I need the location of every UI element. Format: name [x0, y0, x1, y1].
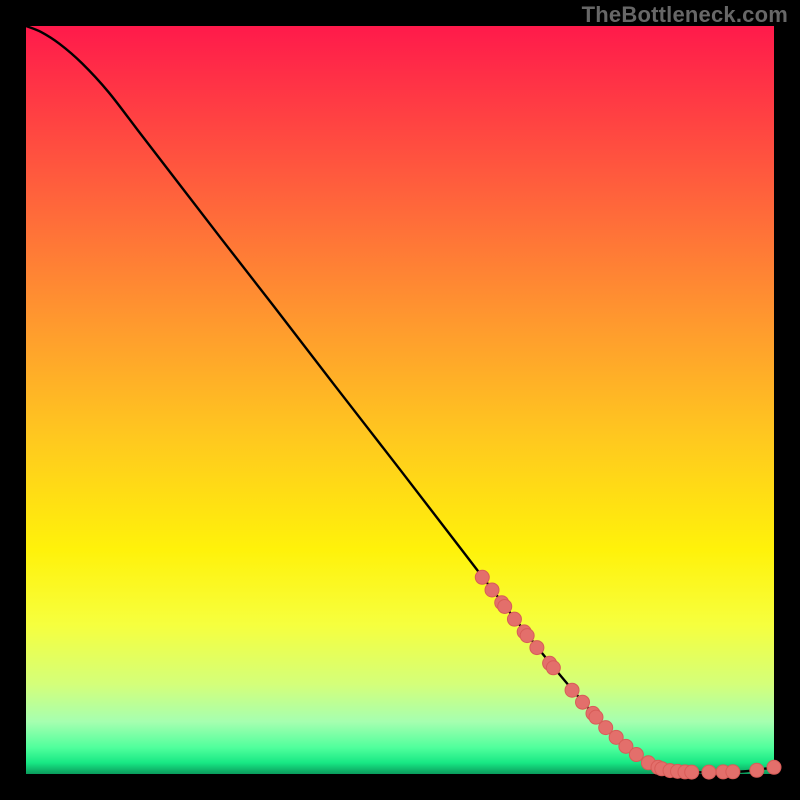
- watermark-label: TheBottleneck.com: [582, 2, 788, 28]
- data-marker: [475, 570, 489, 584]
- data-marker: [726, 765, 740, 779]
- data-marker: [576, 695, 590, 709]
- data-marker: [767, 760, 781, 774]
- chart-svg: [0, 0, 800, 800]
- chart-stage: TheBottleneck.com: [0, 0, 800, 800]
- data-marker: [530, 641, 544, 655]
- data-marker: [498, 599, 512, 613]
- data-marker: [546, 661, 560, 675]
- data-marker: [702, 765, 716, 779]
- data-marker: [685, 765, 699, 779]
- data-marker: [520, 629, 534, 643]
- data-marker: [750, 763, 764, 777]
- plot-background: [26, 26, 774, 774]
- data-marker: [485, 583, 499, 597]
- data-marker: [507, 612, 521, 626]
- data-marker: [565, 683, 579, 697]
- data-marker: [629, 748, 643, 762]
